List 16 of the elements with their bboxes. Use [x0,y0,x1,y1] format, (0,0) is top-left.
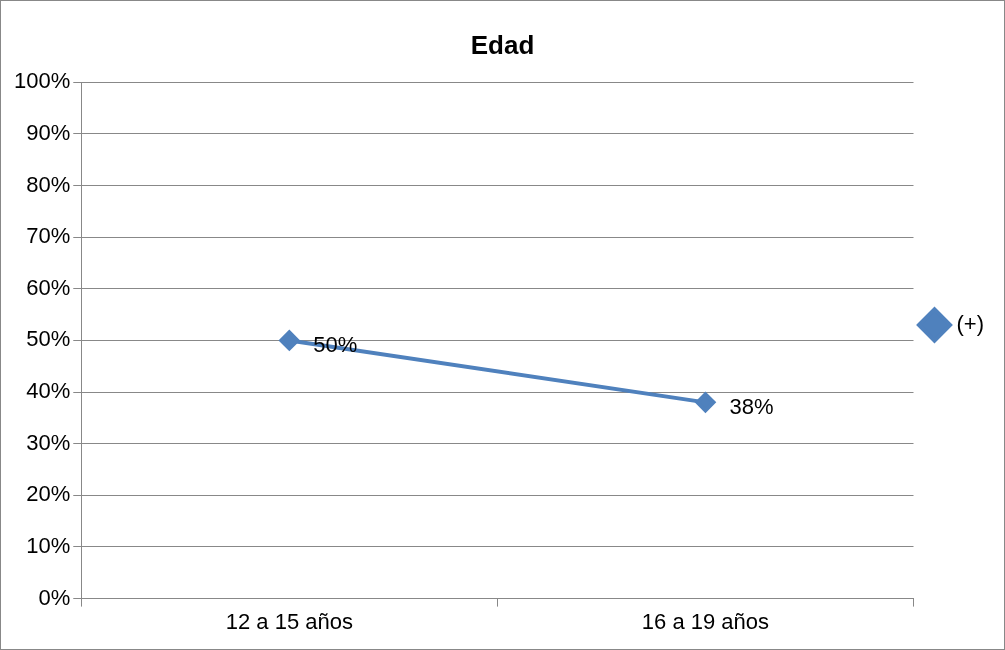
y-tick-label: 40% [26,378,71,404]
y-tick-label: 70% [26,223,71,249]
x-tick-label: 12 a 15 años [225,608,353,634]
y-tick-label: 100% [13,68,71,94]
y-tick-label: 0% [38,584,71,610]
y-tick-label: 20% [26,481,71,507]
y-tick-label: 60% [26,274,71,300]
y-tick-label: 90% [26,119,71,145]
x-tick-label: 16 a 19 años [641,608,770,634]
y-tick-label: 30% [26,429,71,455]
y-tick-label: 10% [26,533,71,559]
y-tick-label: 80% [26,171,71,197]
data-label: 38% [729,394,774,420]
chart-title: Edad [470,29,535,60]
legend-label: (+) [956,311,984,337]
y-tick-label: 50% [26,326,71,352]
